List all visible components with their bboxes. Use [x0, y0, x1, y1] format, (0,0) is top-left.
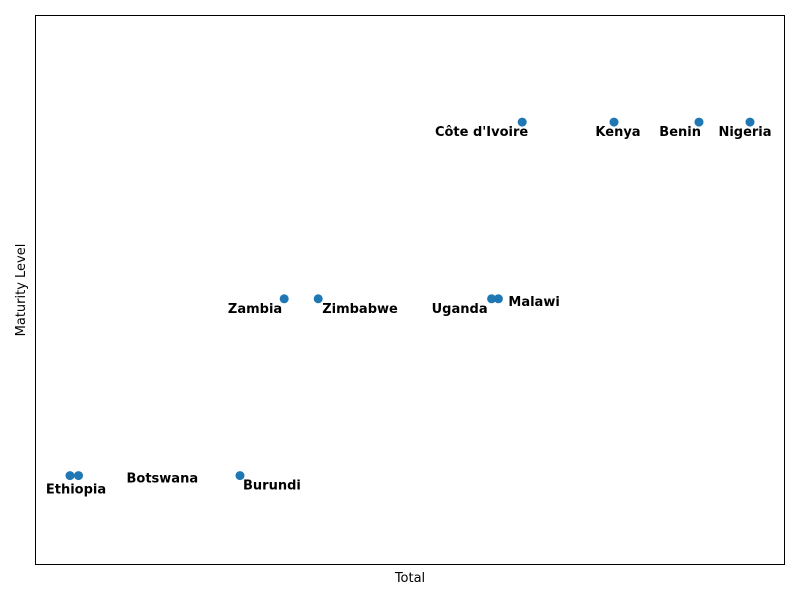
point-label: Benin: [659, 125, 701, 140]
data-point: [493, 294, 503, 304]
data-point: [235, 471, 245, 481]
data-point: [609, 117, 619, 127]
data-point: [694, 117, 704, 127]
point-label: Botswana: [127, 472, 199, 487]
data-point: [279, 294, 289, 304]
data-point: [745, 117, 755, 127]
plot-frame: [35, 15, 785, 565]
point-label: Ethiopia: [46, 483, 106, 498]
point-label: Nigeria: [718, 125, 771, 140]
point-label: Burundi: [243, 479, 301, 494]
x-axis-label: Total: [394, 571, 425, 586]
y-axis-label: Maturity Level: [14, 244, 29, 337]
point-label: Zambia: [228, 302, 282, 317]
data-point: [517, 117, 527, 127]
labels-layer: Ethiopia Botswana Burundi Zambia Zimbabwe Uga…: [46, 125, 772, 498]
data-point: [65, 471, 75, 481]
data-point: [313, 294, 323, 304]
point-label: Uganda: [432, 302, 488, 317]
point-label: Kenya: [595, 125, 640, 140]
data-point: [74, 471, 83, 481]
point-label: Zimbabwe: [322, 302, 398, 317]
points-layer: [65, 117, 755, 481]
point-label: Côte d'Ivoire: [435, 125, 528, 140]
point-label: Malawi: [508, 295, 559, 310]
data-point: [487, 294, 497, 304]
